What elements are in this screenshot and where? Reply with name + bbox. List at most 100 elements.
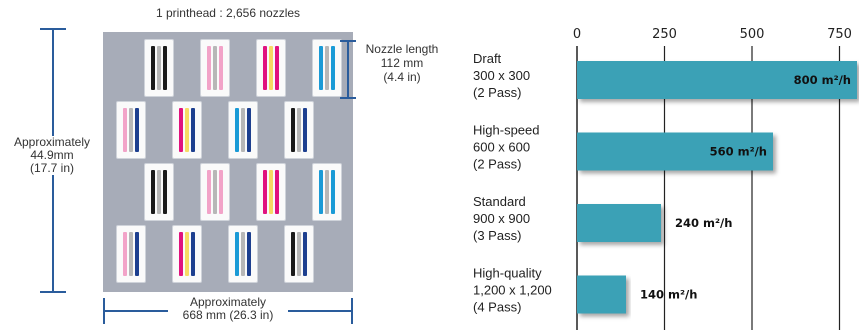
nozzle-length-label: Nozzle length 112 mm (4.4 in): [352, 42, 452, 84]
nozzle-length-mm: 112 mm: [380, 56, 424, 70]
nozzle-row: [291, 108, 295, 152]
nozzle-row: [297, 232, 301, 276]
nozzle-row: [135, 108, 139, 152]
nozzle-row: [275, 46, 279, 90]
height-label-title: Approximately: [13, 135, 91, 149]
category-label-line: High-speed: [473, 123, 540, 138]
printhead-tile: [144, 39, 174, 97]
category-label-line: (2 Pass): [473, 157, 521, 172]
printhead-tile: [228, 101, 258, 159]
x-tick-label: 750: [827, 27, 852, 42]
nozzle-row: [151, 170, 155, 214]
width-label-mm: 668 mm (26.3 in): [182, 308, 274, 322]
nozzle-row: [319, 170, 323, 214]
nozzle-row: [331, 170, 335, 214]
nozzle-row: [207, 170, 211, 214]
nozzle-row: [219, 46, 223, 90]
nozzle-row: [235, 232, 239, 276]
nozzle-row: [191, 108, 195, 152]
width-label: Approximately 668 mm (26.3 in): [168, 296, 288, 322]
printhead-tile: [256, 163, 286, 221]
nozzle-row: [157, 46, 161, 90]
printhead-tile: [200, 163, 230, 221]
productivity-bar-chart: 0 250 500 750 800 m²/h Draft 300 x 300 (2 Pass)…: [473, 27, 857, 330]
nozzle-row: [303, 108, 307, 152]
printhead-tile: [172, 101, 202, 159]
height-label: Approximately 44.9mm (17.7 in): [4, 136, 100, 175]
printhead-tile: [116, 101, 146, 159]
category-label-line: 600 x 600: [473, 140, 530, 155]
printhead-tile: [116, 225, 146, 283]
bar-value-label: 560 m²/h: [710, 145, 767, 159]
nozzle-bracket-bottom: [340, 97, 356, 99]
nozzle-row: [291, 232, 295, 276]
x-tick-label: 500: [740, 27, 765, 42]
height-label-in: (17.7 in): [29, 161, 75, 175]
category-label: High-quality 1,200 x 1,200 (4 Pass): [473, 266, 552, 315]
printhead-array-panel: [103, 32, 353, 292]
category-label-line: Standard: [473, 194, 526, 209]
nozzle-row: [185, 232, 189, 276]
x-tick-label: 250: [652, 27, 677, 42]
nozzle-row: [263, 170, 267, 214]
nozzle-row: [207, 46, 211, 90]
nozzle-row: [213, 46, 217, 90]
category-label: High-speed 600 x 600 (2 Pass): [473, 123, 540, 172]
height-label-mm: 44.9mm: [30, 148, 74, 162]
nozzle-row: [123, 108, 127, 152]
category-label-line: 1,200 x 1,200: [473, 283, 552, 298]
nozzle-row: [269, 170, 273, 214]
nozzle-row: [247, 232, 251, 276]
nozzle-row: [219, 170, 223, 214]
nozzle-row: [129, 108, 133, 152]
printhead-tile: [256, 39, 286, 97]
nozzle-row: [157, 170, 161, 214]
bar-value-label: 800 m²/h: [794, 73, 851, 87]
bar: [577, 204, 661, 242]
nozzle-row: [179, 232, 183, 276]
nozzle-row: [163, 46, 167, 90]
printhead-tile: [312, 163, 342, 221]
category-label-line: Draft: [473, 51, 502, 66]
printhead-tile: [172, 225, 202, 283]
category-label: Draft 300 x 300 (2 Pass): [473, 51, 530, 100]
nozzle-row: [325, 170, 329, 214]
category-label-line: 300 x 300: [473, 68, 530, 83]
category-label-line: (4 Pass): [473, 300, 521, 315]
printhead-tile: [284, 101, 314, 159]
nozzle-row: [275, 170, 279, 214]
nozzle-row: [297, 108, 301, 152]
nozzle-row: [319, 46, 323, 90]
nozzle-row: [241, 108, 245, 152]
width-label-title: Approximately: [189, 295, 267, 309]
category-label: Standard 900 x 900 (3 Pass): [473, 194, 530, 243]
nozzle-row: [163, 170, 167, 214]
height-dim-bottom: [40, 291, 66, 293]
bar: [577, 61, 857, 99]
category-label-line: (2 Pass): [473, 85, 521, 100]
printhead-tile: [228, 225, 258, 283]
category-label-line: High-quality: [473, 266, 542, 281]
bar-value-label: 140 m²/h: [640, 288, 697, 302]
nozzle-row: [235, 108, 239, 152]
printhead-tile: [312, 39, 342, 97]
printhead-caption: 1 printhead : 2,656 nozzles: [155, 6, 301, 20]
printhead-tile: [284, 225, 314, 283]
nozzle-row: [269, 46, 273, 90]
category-label-line: (3 Pass): [473, 228, 521, 243]
x-tick-label: 0: [573, 27, 581, 42]
nozzle-row: [325, 46, 329, 90]
nozzle-row: [241, 232, 245, 276]
nozzle-row: [191, 232, 195, 276]
nozzle-row: [129, 232, 133, 276]
printhead-tile: [200, 39, 230, 97]
nozzle-bracket-line: [347, 40, 349, 98]
bar-value-label: 240 m²/h: [675, 216, 732, 230]
bar: [577, 132, 773, 171]
nozzle-row: [213, 170, 217, 214]
nozzle-row: [151, 46, 155, 90]
nozzle-row: [263, 46, 267, 90]
nozzle-length-title: Nozzle length: [365, 42, 439, 56]
printhead-tile: [144, 163, 174, 221]
nozzle-row: [135, 232, 139, 276]
